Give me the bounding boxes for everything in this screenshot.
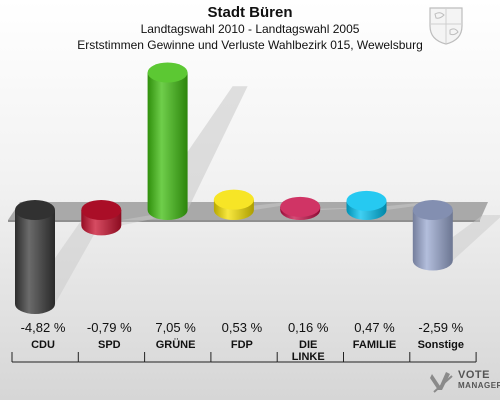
- zero-platform-edge: [8, 220, 480, 222]
- value-label: -4,82 %: [21, 320, 66, 335]
- chart-bars: [15, 62, 500, 314]
- bar-body: [147, 72, 188, 220]
- coat-of-arms-icon: [429, 7, 463, 45]
- category-label: DIE: [299, 339, 317, 351]
- chart-subtitle: Landtagswahl 2010 - Landtagswahl 2005: [140, 22, 360, 36]
- value-label: 0,53 %: [222, 320, 263, 335]
- bar-cap: [346, 190, 387, 211]
- bar-body: [15, 210, 55, 314]
- bar-cap: [81, 200, 122, 220]
- bar-grüne: [147, 62, 188, 220]
- value-label: -2,59 %: [418, 320, 463, 335]
- category-label: LINKE: [292, 351, 325, 363]
- bar-sonstige: [412, 200, 453, 271]
- chart-subtitle-2: Erststimmen Gewinne und Verluste Wahlbez…: [77, 38, 423, 52]
- watermark-line-2: MANAGER: [458, 381, 500, 390]
- bar-die-linke: [280, 196, 321, 220]
- bar-spd: [81, 200, 122, 236]
- chart-title: Stadt Büren: [207, 4, 293, 21]
- bar-cap: [15, 200, 55, 220]
- bar-cap: [280, 196, 321, 217]
- bar-cap: [147, 62, 188, 83]
- bar-familie: [346, 190, 387, 220]
- watermark-line-1: VOTE: [458, 369, 490, 381]
- category-label: FDP: [231, 339, 253, 351]
- value-labels: -4,82 % -0,79 % 7,05 % 0,53 % 0,16 % 0,47 % -2…: [21, 320, 464, 335]
- bar-cdu: [15, 200, 55, 314]
- vote-manager-logo-icon: [430, 372, 453, 393]
- bar-cap: [412, 200, 453, 220]
- category-label: SPD: [98, 339, 121, 351]
- bar-fdp: [213, 189, 254, 220]
- value-label: 7,05 %: [155, 320, 196, 335]
- bar-cap: [213, 189, 254, 210]
- value-label: 0,16 %: [288, 320, 329, 335]
- category-label: FAMILIE: [353, 339, 396, 351]
- category-label: Sonstige: [418, 339, 464, 351]
- value-label: -0,79 %: [87, 320, 132, 335]
- category-label: CDU: [31, 339, 55, 351]
- category-label: GRÜNE: [156, 338, 196, 351]
- bar-body: [412, 210, 453, 271]
- value-label: 0,47 %: [354, 320, 395, 335]
